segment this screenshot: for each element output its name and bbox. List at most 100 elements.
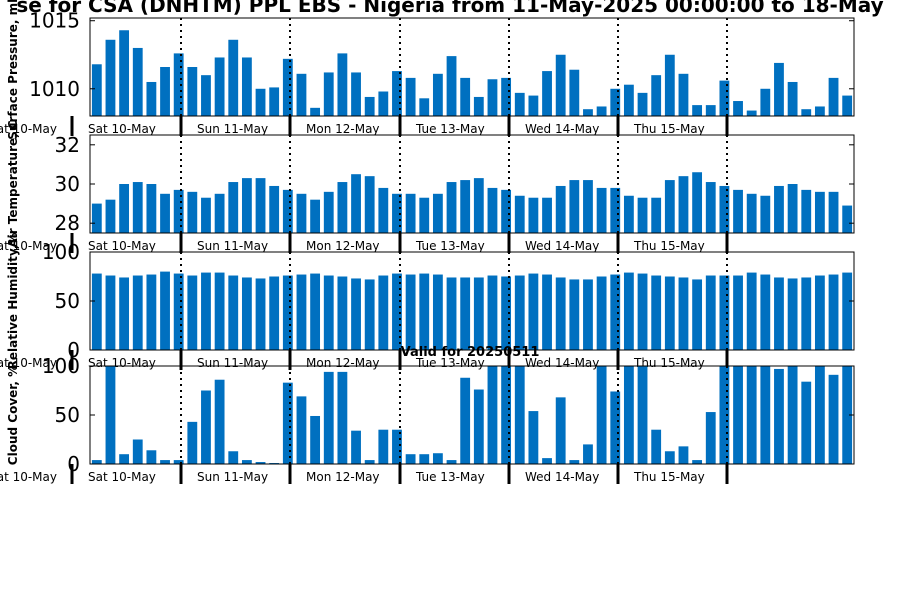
day-label-p1-6: Thu 15-May (633, 122, 705, 136)
bar-p1-48 (733, 101, 743, 116)
bar-p1-43 (664, 54, 675, 116)
bar-p4-24 (405, 454, 416, 464)
bar-p4-28 (460, 377, 471, 464)
ytick-label-p4-1: 0 (67, 452, 80, 476)
bar-p3-19 (337, 276, 348, 350)
bar-p1-40 (623, 84, 634, 116)
bar-p3-3 (119, 277, 130, 350)
bar-p1-41 (637, 92, 648, 116)
bar-p4-19 (337, 371, 348, 464)
bar-p3-47 (719, 275, 730, 350)
bar-p4-8 (187, 421, 198, 464)
bar-p2-10 (214, 193, 225, 233)
bar-p2-8 (187, 191, 198, 233)
bar-p1-13 (255, 88, 266, 116)
bar-p3-1 (91, 273, 102, 350)
bar-p3-2 (105, 275, 116, 350)
bar-p4-46 (705, 412, 716, 464)
bar-p1-4 (132, 47, 143, 116)
bar-p4-2 (105, 366, 116, 464)
bar-p2-55 (828, 191, 839, 233)
bar-p1-25 (419, 98, 430, 116)
bar-p3-8 (187, 275, 198, 350)
bar-p1-22 (378, 91, 389, 116)
bar-p4-38 (596, 366, 607, 464)
bar-p3-42 (651, 275, 662, 350)
bar-p4-20 (351, 430, 361, 464)
bar-p2-30 (487, 187, 498, 233)
day-label-offaxis-p2: Sat 10-May (0, 239, 57, 253)
bar-p3-55 (828, 274, 839, 350)
bar-p1-31 (501, 77, 512, 116)
bar-p3-21 (364, 279, 375, 350)
bar-p2-4 (132, 182, 143, 233)
ylabel-p3: Relative Humidity,% (6, 233, 20, 370)
bar-p3-46 (705, 275, 716, 350)
bar-p4-22 (378, 429, 389, 464)
day-label-p2-2: Sun 11-May (197, 239, 268, 253)
bar-p4-25 (419, 454, 430, 464)
day-label-offaxis-p3: Sat 10-May (0, 356, 57, 370)
bar-p3-33 (528, 273, 539, 350)
bar-p3-29 (473, 277, 484, 350)
day-label-p3-3: Mon 12-May (306, 356, 380, 370)
bar-p3-34 (542, 274, 552, 350)
bar-p4-31 (501, 366, 512, 464)
bar-p1-20 (351, 72, 361, 116)
bar-p2-45 (692, 172, 703, 233)
bar-p3-23 (392, 273, 402, 350)
bar-p2-6 (160, 193, 170, 233)
bar-p2-53 (801, 189, 812, 233)
valid-label: Valid for 20250511 (400, 345, 540, 360)
ytick-label-p2-3: 32 (55, 133, 80, 157)
bar-p4-48 (733, 366, 743, 464)
bar-p2-42 (651, 197, 662, 233)
day-label-p4-1: Sat 10-May (88, 470, 156, 484)
bar-p3-22 (378, 275, 389, 350)
bar-p1-18 (323, 72, 334, 116)
bar-p4-37 (583, 444, 593, 464)
ytick-label-p2-1: 28 (55, 211, 80, 235)
bar-p4-52 (787, 366, 798, 464)
bar-p2-3 (119, 184, 130, 233)
bar-p1-36 (569, 69, 580, 116)
bar-p4-34 (542, 458, 552, 464)
bar-p4-35 (555, 397, 566, 464)
bar-p4-41 (637, 366, 648, 464)
bar-p1-35 (555, 54, 566, 116)
bar-p4-15 (282, 382, 293, 464)
day-label-p2-1: Sat 10-May (88, 239, 156, 253)
bar-p1-54 (814, 106, 825, 116)
bar-p2-22 (378, 187, 389, 233)
ylabel-p1: Surface Pressure, mb (6, 0, 20, 140)
bar-p4-10 (214, 379, 225, 464)
day-label-p1-2: Sun 11-May (197, 122, 268, 136)
bar-p3-56 (842, 272, 853, 350)
bar-p2-32 (514, 195, 525, 233)
bar-p2-38 (596, 187, 607, 233)
bar-p2-1 (91, 203, 102, 233)
ytick-label-p3-2: 50 (55, 289, 80, 313)
bar-p4-39 (610, 391, 621, 464)
day-label-p2-4: Tue 13-May (415, 239, 485, 253)
day-label-p1-4: Tue 13-May (415, 122, 485, 136)
bar-p1-55 (828, 77, 839, 116)
bar-p2-51 (774, 185, 784, 233)
bar-p4-30 (487, 366, 498, 464)
bar-p4-23 (392, 429, 402, 464)
bar-p1-23 (392, 71, 402, 116)
bar-p3-12 (241, 277, 252, 350)
bar-p4-50 (760, 366, 771, 464)
bar-p3-18 (323, 275, 334, 350)
bar-p3-37 (583, 279, 593, 350)
bar-p2-20 (351, 174, 361, 233)
bar-p1-32 (514, 92, 525, 116)
bar-p1-2 (105, 39, 116, 116)
bar-p4-18 (323, 371, 334, 464)
bar-p2-33 (528, 197, 539, 233)
bar-p3-11 (228, 275, 239, 350)
bar-p2-49 (746, 193, 757, 233)
bar-p2-7 (173, 189, 184, 233)
bar-p4-51 (774, 368, 784, 464)
bar-p3-31 (501, 276, 512, 350)
